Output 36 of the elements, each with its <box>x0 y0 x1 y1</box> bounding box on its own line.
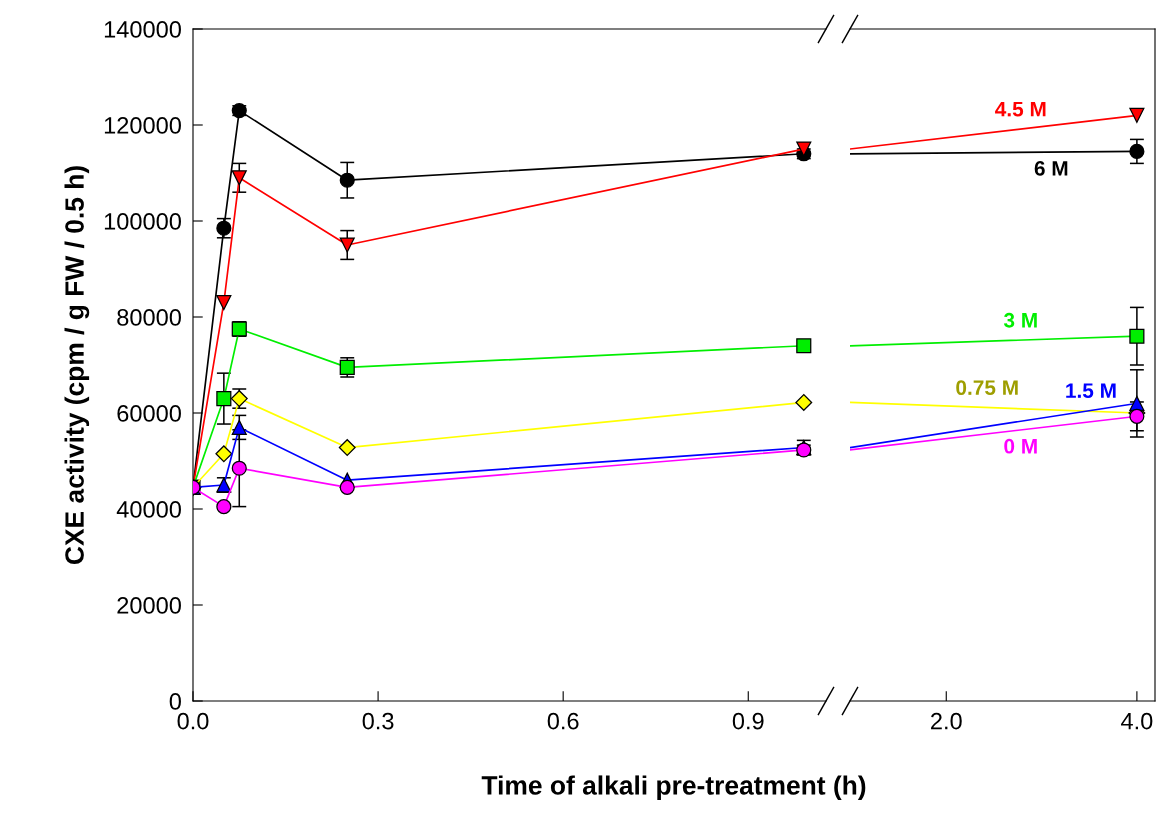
series-label: 0 M <box>1004 438 1037 454</box>
x-tick-label: 2.0 <box>931 712 962 730</box>
point <box>231 419 247 435</box>
x-tick-label: 4.0 <box>1121 712 1153 730</box>
y-tick-label: 0 <box>169 693 181 710</box>
y-axis-title: CXE activity (cpm / g FW / 0.5 h) <box>64 166 90 565</box>
point <box>231 460 247 476</box>
point <box>216 391 232 407</box>
point <box>215 445 233 463</box>
series-label: 0.75 M <box>956 380 1018 396</box>
y-tick-label: 120000 <box>104 117 181 134</box>
x-tick-label: 0.0 <box>177 712 209 730</box>
point <box>796 141 812 157</box>
x-tick-label: 0.3 <box>362 712 394 730</box>
y-tick-label: 40000 <box>116 501 181 518</box>
x-axis-title: Time of alkali pre-treatment (h) <box>481 775 866 800</box>
point <box>339 172 355 188</box>
x-tick-label: 0.9 <box>732 712 764 730</box>
point <box>795 393 813 411</box>
y-tick-label: 140000 <box>104 21 181 38</box>
point <box>796 338 812 354</box>
point <box>339 479 355 495</box>
y-tick-label: 80000 <box>117 309 181 326</box>
point <box>339 237 355 253</box>
x-tick-label: 0.6 <box>547 712 579 730</box>
point <box>231 170 247 186</box>
y-tick-label: 100000 <box>104 213 181 230</box>
series-label: 3 M <box>1003 312 1037 328</box>
series-label: 6 M <box>1034 161 1068 176</box>
y-tick-label: 60000 <box>117 405 181 422</box>
y-tick-label: 20000 <box>117 597 181 614</box>
point <box>216 499 232 515</box>
point <box>338 439 356 457</box>
series-label: 1.5 M <box>1066 383 1116 399</box>
point <box>216 295 232 311</box>
series-label: 4.5 M <box>995 102 1046 117</box>
